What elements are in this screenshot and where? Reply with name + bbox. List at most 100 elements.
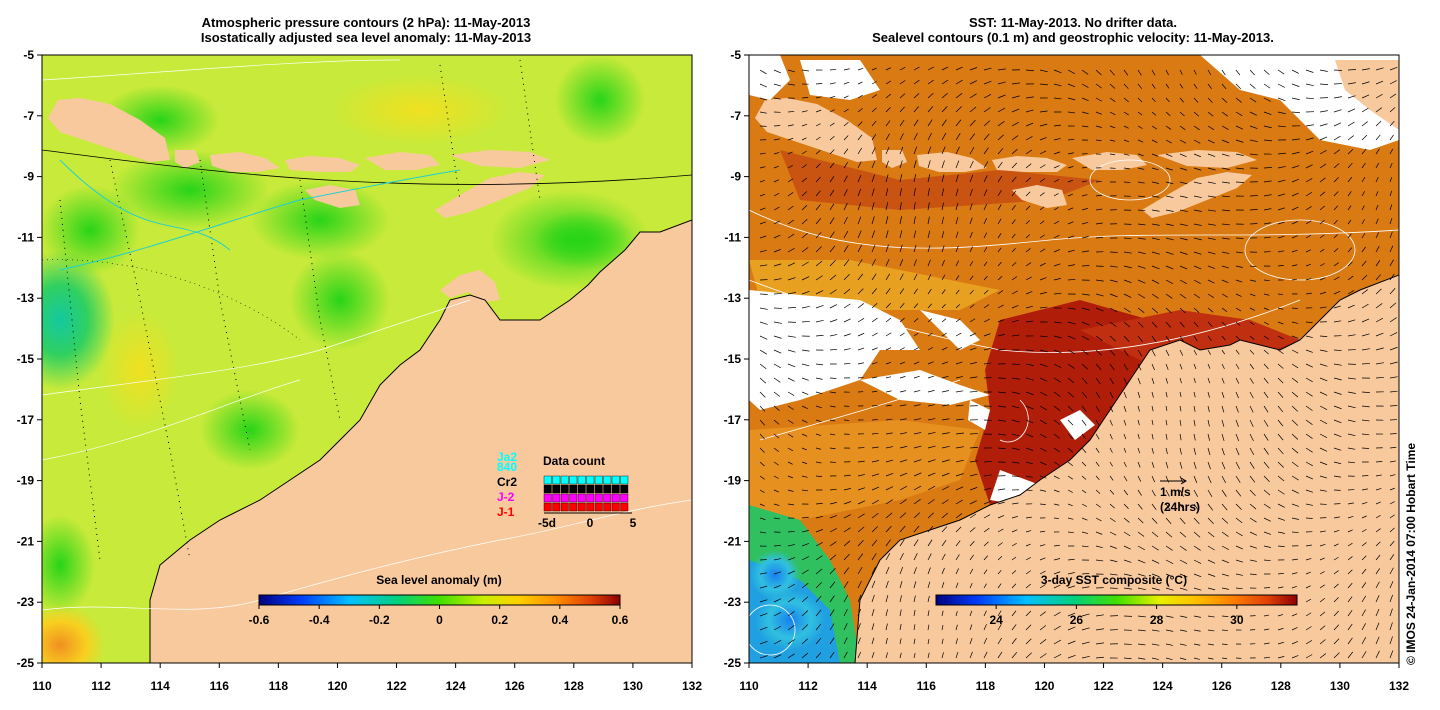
velocity-arrow: [1263, 489, 1271, 496]
velocity-arrow: [997, 107, 1006, 113]
velocity-arrow: [1137, 489, 1142, 496]
velocity-arrow: [941, 553, 946, 561]
velocity-arrow: [1123, 349, 1129, 357]
velocity-arrow: [1053, 419, 1061, 425]
velocity-arrow: [997, 190, 1002, 197]
velocity-arrow: [1277, 307, 1284, 310]
velocity-arrow: [1333, 96, 1342, 99]
velocity-arrow: [759, 221, 766, 225]
velocity-arrow: [885, 594, 889, 603]
count-bar-segment: [569, 475, 578, 485]
velocity-arrow: [1235, 475, 1241, 483]
velocity-arrow: [1123, 307, 1131, 313]
velocity-arrow: [1375, 347, 1384, 351]
velocity-arrow: [1221, 293, 1228, 298]
velocity-arrow: [1291, 433, 1299, 440]
velocity-arrow: [983, 514, 991, 519]
velocity-arrow: [997, 405, 1006, 408]
velocity-arrow: [941, 512, 949, 519]
velocity-arrow: [1179, 293, 1187, 299]
y-tick-label: -19: [17, 474, 35, 488]
velocity-arrow: [1319, 191, 1326, 197]
velocity-arrow: [801, 305, 810, 309]
velocity-arrow: [927, 230, 931, 239]
velocity-arrow: [927, 303, 932, 309]
velocity-arrow: [829, 488, 837, 491]
velocity-arrow: [885, 302, 891, 309]
velocity-arrow: [1291, 531, 1299, 533]
velocity-arrow: [1347, 108, 1356, 113]
velocity-arrow: [1193, 279, 1201, 284]
count-bar-segment: [603, 475, 612, 485]
velocity-arrow: [843, 161, 849, 169]
colorbar-tick-label: 0.6: [612, 613, 629, 627]
velocity-arrow: [969, 246, 973, 253]
velocity-arrow: [1277, 152, 1286, 155]
velocity-arrow: [843, 245, 849, 253]
velocity-arrow: [815, 83, 823, 85]
velocity-arrow: [871, 317, 878, 323]
velocity-arrow: [1249, 321, 1255, 326]
velocity-arrow: [913, 174, 917, 183]
velocity-arrow: [1361, 289, 1368, 295]
velocity-arrow: [843, 108, 849, 113]
velocity-arrow: [759, 363, 767, 370]
velocity-arrow: [1291, 235, 1298, 239]
velocity-arrow: [815, 405, 822, 409]
velocity-arrow: [1095, 405, 1100, 413]
velocity-arrow: [801, 150, 807, 155]
velocity-arrow: [927, 202, 930, 211]
velocity-arrow: [871, 202, 875, 211]
velocity-arrow: [1081, 208, 1088, 211]
velocity-arrow: [1207, 237, 1216, 240]
velocity-arrow: [927, 567, 931, 575]
velocity-arrow: [1221, 97, 1228, 103]
velocity-arrow: [1011, 334, 1020, 337]
velocity-arrow: [1179, 419, 1182, 426]
velocity-arrow: [1263, 517, 1271, 522]
velocity-arrow: [1039, 262, 1046, 267]
velocity-arrow: [1025, 652, 1032, 659]
velocity-arrow: [801, 433, 808, 437]
velocity-arrow: [913, 216, 916, 225]
velocity-arrow: [787, 653, 795, 659]
velocity-arrow: [1165, 209, 1174, 212]
velocity-arrow: [1207, 181, 1216, 184]
velocity-arrow: [843, 540, 851, 547]
velocity-arrow: [1081, 97, 1089, 101]
velocity-arrow: [1361, 148, 1367, 155]
count-bar-segment: [603, 484, 612, 494]
velocity-arrow: [955, 582, 959, 589]
velocity-arrow: [955, 160, 960, 169]
velocity-arrow: [801, 291, 810, 295]
velocity-arrow: [1095, 194, 1103, 197]
velocity-arrow: [773, 249, 781, 253]
sat-label-ja2: Ja2: [497, 450, 517, 464]
velocity-arrow: [885, 418, 893, 421]
velocity-arrow: [941, 146, 946, 155]
velocity-arrow: [1249, 111, 1257, 116]
velocity-arrow: [1291, 489, 1299, 494]
velocity-arrow: [983, 67, 992, 71]
velocity-arrow: [1137, 251, 1146, 255]
velocity-arrow: [1277, 293, 1284, 295]
velocity-arrow: [927, 119, 933, 127]
velocity-arrow: [1179, 587, 1188, 591]
colorbar-tick-label: -0.6: [249, 613, 270, 627]
velocity-arrow: [1193, 125, 1200, 131]
velocity-arrow: [1389, 636, 1393, 645]
velocity-arrow: [1053, 165, 1060, 169]
velocity-arrow: [899, 499, 907, 505]
velocity-arrow: [913, 317, 919, 323]
velocity-arrow: [787, 205, 794, 211]
velocity-arrow: [1165, 321, 1171, 328]
velocity-arrow: [1081, 419, 1087, 426]
velocity-arrow: [1151, 643, 1160, 646]
velocity-arrow: [1165, 573, 1174, 578]
velocity-arrow: [913, 472, 922, 477]
velocity-arrow: [1347, 319, 1356, 323]
velocity-arrow: [857, 259, 863, 267]
velocity-arrow: [1081, 307, 1090, 311]
velocity-arrow: [857, 174, 862, 183]
velocity-arrow: [1067, 264, 1076, 267]
